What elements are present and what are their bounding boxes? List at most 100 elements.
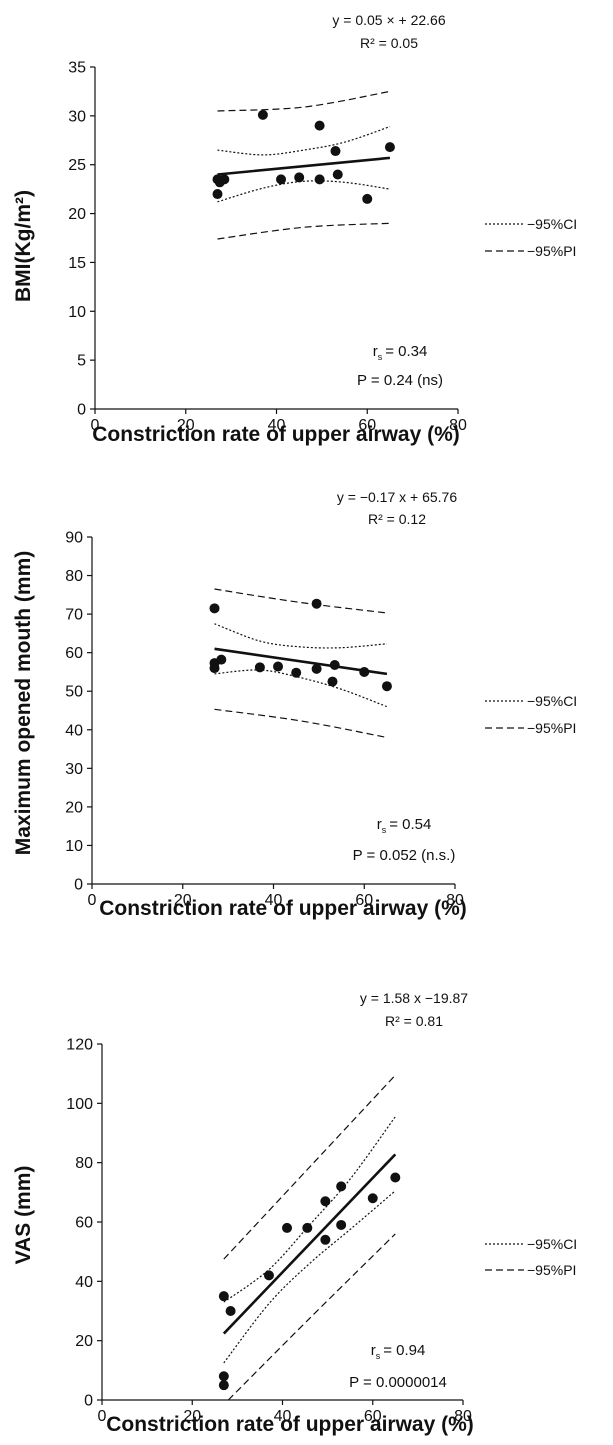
data-point [314, 120, 325, 131]
ci-lower-line [214, 669, 388, 708]
pi-lower-line [227, 1233, 396, 1401]
data-point [218, 1291, 229, 1302]
legend: −95%CI −95%PI [485, 216, 577, 259]
data-point [218, 1371, 229, 1382]
spearman-r-subscript: s [378, 352, 383, 362]
x-axis-label: Constriction rate of upper airway (%) [99, 897, 467, 920]
data-point [216, 654, 227, 665]
data-point [336, 1181, 347, 1192]
spearman-r-value: = 0.54 [389, 816, 431, 833]
regression-line [217, 156, 391, 176]
data-point [311, 663, 322, 674]
data-point [327, 676, 338, 687]
data-point [359, 666, 370, 677]
plot-area: 0 20 40 60 80 100 120 0 20 40 60 80 [66, 1037, 472, 1426]
spearman-r: rs = 0.54 [377, 816, 432, 835]
legend: −95%CI −95%PI [485, 693, 577, 736]
data-point [257, 109, 268, 120]
x-tick-label: 60 [364, 1408, 382, 1425]
y-tick-label: 0 [74, 877, 83, 894]
ci-upper-line [217, 126, 391, 156]
data-point [209, 603, 220, 614]
y-axis-label: Maximum opened mouth (mm) [12, 551, 35, 856]
plot-area: 0 10 20 30 40 50 60 70 80 90 0 20 40 60 80 [65, 530, 464, 910]
y-tick-label: 15 [68, 255, 86, 272]
x-tick-label: 20 [174, 892, 192, 909]
y-tick-label: 30 [68, 108, 86, 125]
y-tick-label: 80 [75, 1155, 93, 1172]
data-point [329, 660, 340, 671]
legend-pi-label: −95%PI [527, 720, 576, 736]
spearman-r-subscript: s [382, 825, 387, 835]
x-axis-label: Constriction rate of upper airway (%) [106, 1413, 474, 1436]
x-tick-label: 60 [358, 417, 376, 434]
data-point [212, 189, 223, 200]
data-point [311, 598, 322, 609]
regression-equation: y = −0.17 x + 65.76 [337, 489, 457, 505]
data-point [381, 681, 392, 692]
r-squared: R² = 0.05 [360, 35, 418, 51]
x-tick-label: 20 [183, 1408, 201, 1425]
pi-upper-line [214, 588, 387, 614]
spearman-r-value: = 0.34 [385, 343, 427, 360]
ci-upper-line [223, 1116, 396, 1303]
data-point [336, 1219, 347, 1230]
regression-line [222, 1153, 397, 1335]
y-tick-label: 80 [65, 568, 83, 585]
data-point [219, 174, 230, 185]
data-point [263, 1270, 274, 1281]
x-tick-label: 0 [98, 1408, 107, 1425]
legend-ci-label: −95%CI [527, 216, 577, 232]
data-point [225, 1306, 236, 1316]
data-point [384, 142, 395, 153]
legend-ci-label: −95%CI [527, 693, 577, 709]
data-point [254, 662, 265, 673]
spearman-r-subscript: s [376, 1351, 381, 1361]
y-axis-label: VAS (mm) [12, 1166, 35, 1265]
y-tick-label: 25 [68, 157, 86, 174]
spearman-r: rs = 0.94 [371, 1342, 426, 1361]
y-tick-label: 50 [65, 684, 83, 701]
x-tick-label: 40 [265, 892, 283, 909]
spearman-r-symbol: r [377, 816, 382, 833]
data-point [314, 174, 325, 185]
y-tick-label: 40 [75, 1274, 93, 1291]
y-tick-label: 10 [65, 838, 83, 855]
ci-upper-line [214, 623, 387, 649]
data-point [332, 169, 343, 180]
plot-area: 0 5 10 15 20 25 30 35 0 20 40 60 80 [68, 60, 467, 435]
legend-ci-label: −95%CI [527, 1236, 577, 1252]
r-squared: R² = 0.12 [368, 511, 426, 527]
data-point [273, 661, 284, 672]
y-tick-label: 40 [65, 722, 83, 739]
y-tick-label: 60 [65, 645, 83, 662]
legend-pi-label: −95%PI [527, 243, 576, 259]
legend: −95%CI −95%PI [485, 1236, 577, 1278]
pi-upper-line [217, 90, 391, 112]
x-tick-label: 80 [449, 417, 467, 434]
pi-upper-line [223, 1074, 396, 1260]
y-tick-label: 90 [65, 530, 83, 547]
legend-pi-label: −95%PI [527, 1262, 576, 1278]
data-point [218, 1380, 229, 1391]
spearman-r-value: = 0.94 [383, 1342, 425, 1359]
p-value: P = 0.24 (ns) [357, 372, 443, 389]
ci-lower-line [217, 180, 390, 203]
x-tick-label: 40 [268, 417, 286, 434]
data-point [390, 1172, 401, 1183]
data-point [276, 174, 287, 185]
y-tick-label: 100 [66, 1096, 93, 1113]
spearman-r-symbol: r [373, 343, 378, 360]
panel-mouth: 0 10 20 30 40 50 60 70 80 90 0 20 40 60 80 y = −0.17 x… [12, 489, 577, 920]
data-point [209, 663, 220, 674]
y-tick-label: 60 [75, 1215, 93, 1232]
x-tick-label: 80 [446, 892, 464, 909]
y-tick-label: 0 [77, 402, 86, 419]
x-tick-label: 40 [274, 1408, 292, 1425]
spearman-r: rs = 0.34 [373, 343, 428, 362]
data-point [362, 193, 373, 204]
pi-lower-line [214, 708, 388, 739]
p-value: P = 0.0000014 [349, 1374, 447, 1391]
regression-line [214, 647, 388, 676]
